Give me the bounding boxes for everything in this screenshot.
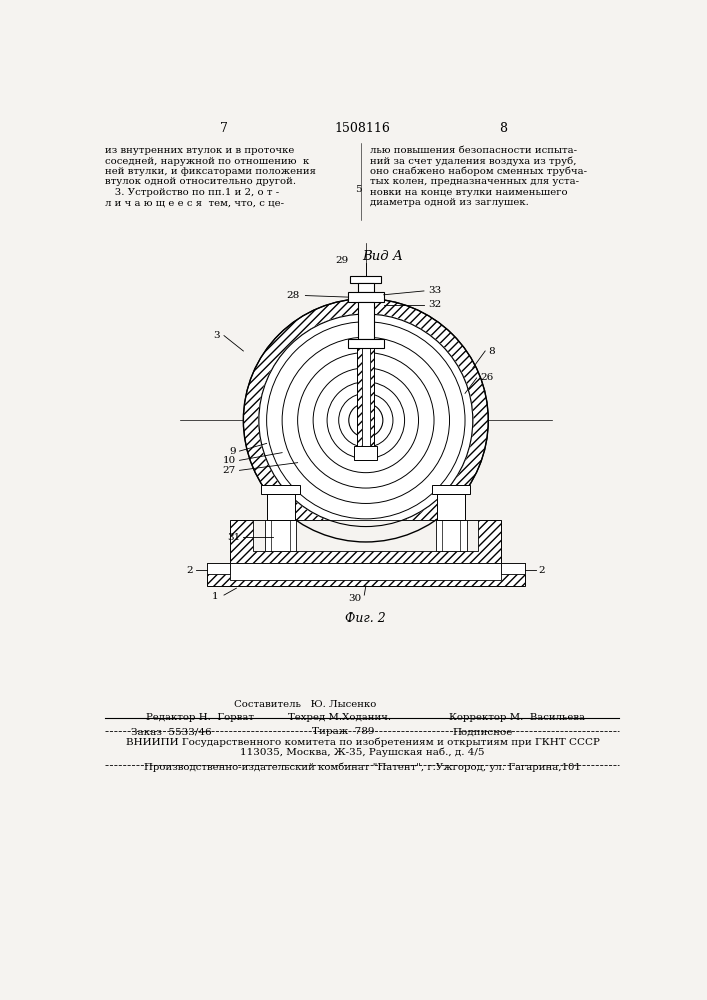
Text: Редактор Н.  Горват: Редактор Н. Горват — [146, 713, 255, 722]
Text: 27: 27 — [223, 466, 235, 475]
Text: Техред М.Ходанич.: Техред М.Ходанич. — [288, 713, 392, 722]
Bar — [261, 485, 300, 494]
Text: 29: 29 — [336, 256, 349, 265]
Text: ВНИИПИ Государственного комитета по изобретениям и открытиям при ГКНТ СССР: ВНИИПИ Государственного комитета по изоб… — [126, 738, 600, 747]
Text: 2: 2 — [539, 566, 545, 575]
Bar — [436, 520, 467, 551]
Text: 30: 30 — [349, 594, 362, 603]
Text: из внутренних втулок и в проточке: из внутренних втулок и в проточке — [105, 146, 295, 155]
Bar — [354, 446, 378, 460]
Wedge shape — [243, 299, 489, 542]
Text: новки на конце втулки наименьшего: новки на конце втулки наименьшего — [370, 188, 568, 197]
Circle shape — [259, 314, 473, 527]
Text: 26: 26 — [481, 373, 493, 382]
Bar — [501, 563, 525, 574]
Text: Производственно-издательский комбинат "Патент", г.Ужгород, ул. Гагарина,101: Производственно-издательский комбинат "П… — [144, 762, 581, 772]
Text: 28: 28 — [287, 291, 300, 300]
Text: 3. Устройство по пп.1 и 2, о т -: 3. Устройство по пп.1 и 2, о т - — [105, 188, 279, 197]
Text: л и ч а ю щ е е с я  тем, что, с це-: л и ч а ю щ е е с я тем, что, с це- — [105, 198, 284, 207]
Text: 10: 10 — [223, 456, 235, 465]
Text: Составитель   Ю. Лысенко: Составитель Ю. Лысенко — [234, 700, 377, 709]
Bar — [358, 283, 373, 292]
Text: 1508116: 1508116 — [335, 122, 391, 135]
Bar — [348, 339, 384, 348]
Text: 7: 7 — [220, 122, 228, 135]
Bar — [230, 563, 501, 580]
Text: 3: 3 — [214, 331, 220, 340]
Text: Подписное: Подписное — [452, 727, 513, 736]
Text: Заказ  5533/46: Заказ 5533/46 — [131, 727, 211, 736]
Text: тых колен, предназначенных для уста-: тых колен, предназначенных для уста- — [370, 177, 580, 186]
Text: Вид А: Вид А — [362, 250, 403, 263]
Bar — [432, 485, 470, 494]
Text: соседней, наружной по отношению  к: соседней, наружной по отношению к — [105, 157, 310, 166]
Text: втулок одной относительно другой.: втулок одной относительно другой. — [105, 177, 296, 186]
Text: Тираж  789: Тираж 789 — [312, 727, 374, 736]
Text: 8: 8 — [489, 347, 495, 356]
Text: оно снабжено набором сменных трубча-: оно снабжено набором сменных трубча- — [370, 167, 588, 176]
Bar — [370, 347, 374, 460]
Text: лью повышения безопасности испыта-: лью повышения безопасности испыта- — [370, 146, 578, 155]
Bar — [207, 563, 525, 586]
Bar — [348, 292, 384, 302]
Text: 32: 32 — [428, 300, 441, 309]
Text: 113035, Москва, Ж-35, Раушская наб., д. 4/5: 113035, Москва, Ж-35, Раушская наб., д. … — [240, 748, 485, 757]
Text: 2: 2 — [187, 566, 193, 575]
Text: Фиг. 2: Фиг. 2 — [346, 612, 386, 625]
Bar — [362, 347, 370, 460]
Text: Корректор М.  Васильева: Корректор М. Васильева — [449, 713, 585, 722]
Text: 1: 1 — [212, 592, 218, 601]
Bar — [351, 276, 381, 283]
Text: ней втулки, и фиксаторами положения: ней втулки, и фиксаторами положения — [105, 167, 316, 176]
Text: 9: 9 — [229, 447, 235, 456]
Bar — [358, 302, 373, 339]
Bar — [253, 520, 478, 551]
Text: 8: 8 — [499, 122, 507, 135]
Bar — [230, 520, 501, 563]
Text: 5: 5 — [355, 185, 361, 194]
Text: диаметра одной из заглушек.: диаметра одной из заглушек. — [370, 198, 530, 207]
Bar — [437, 494, 465, 520]
Bar — [357, 347, 362, 460]
Bar — [207, 563, 230, 574]
Text: 31: 31 — [227, 533, 240, 542]
Text: 33: 33 — [428, 286, 441, 295]
Bar — [267, 494, 295, 520]
Circle shape — [349, 403, 383, 437]
Text: ний за счет удаления воздуха из труб,: ний за счет удаления воздуха из труб, — [370, 157, 577, 166]
Bar — [265, 520, 296, 551]
